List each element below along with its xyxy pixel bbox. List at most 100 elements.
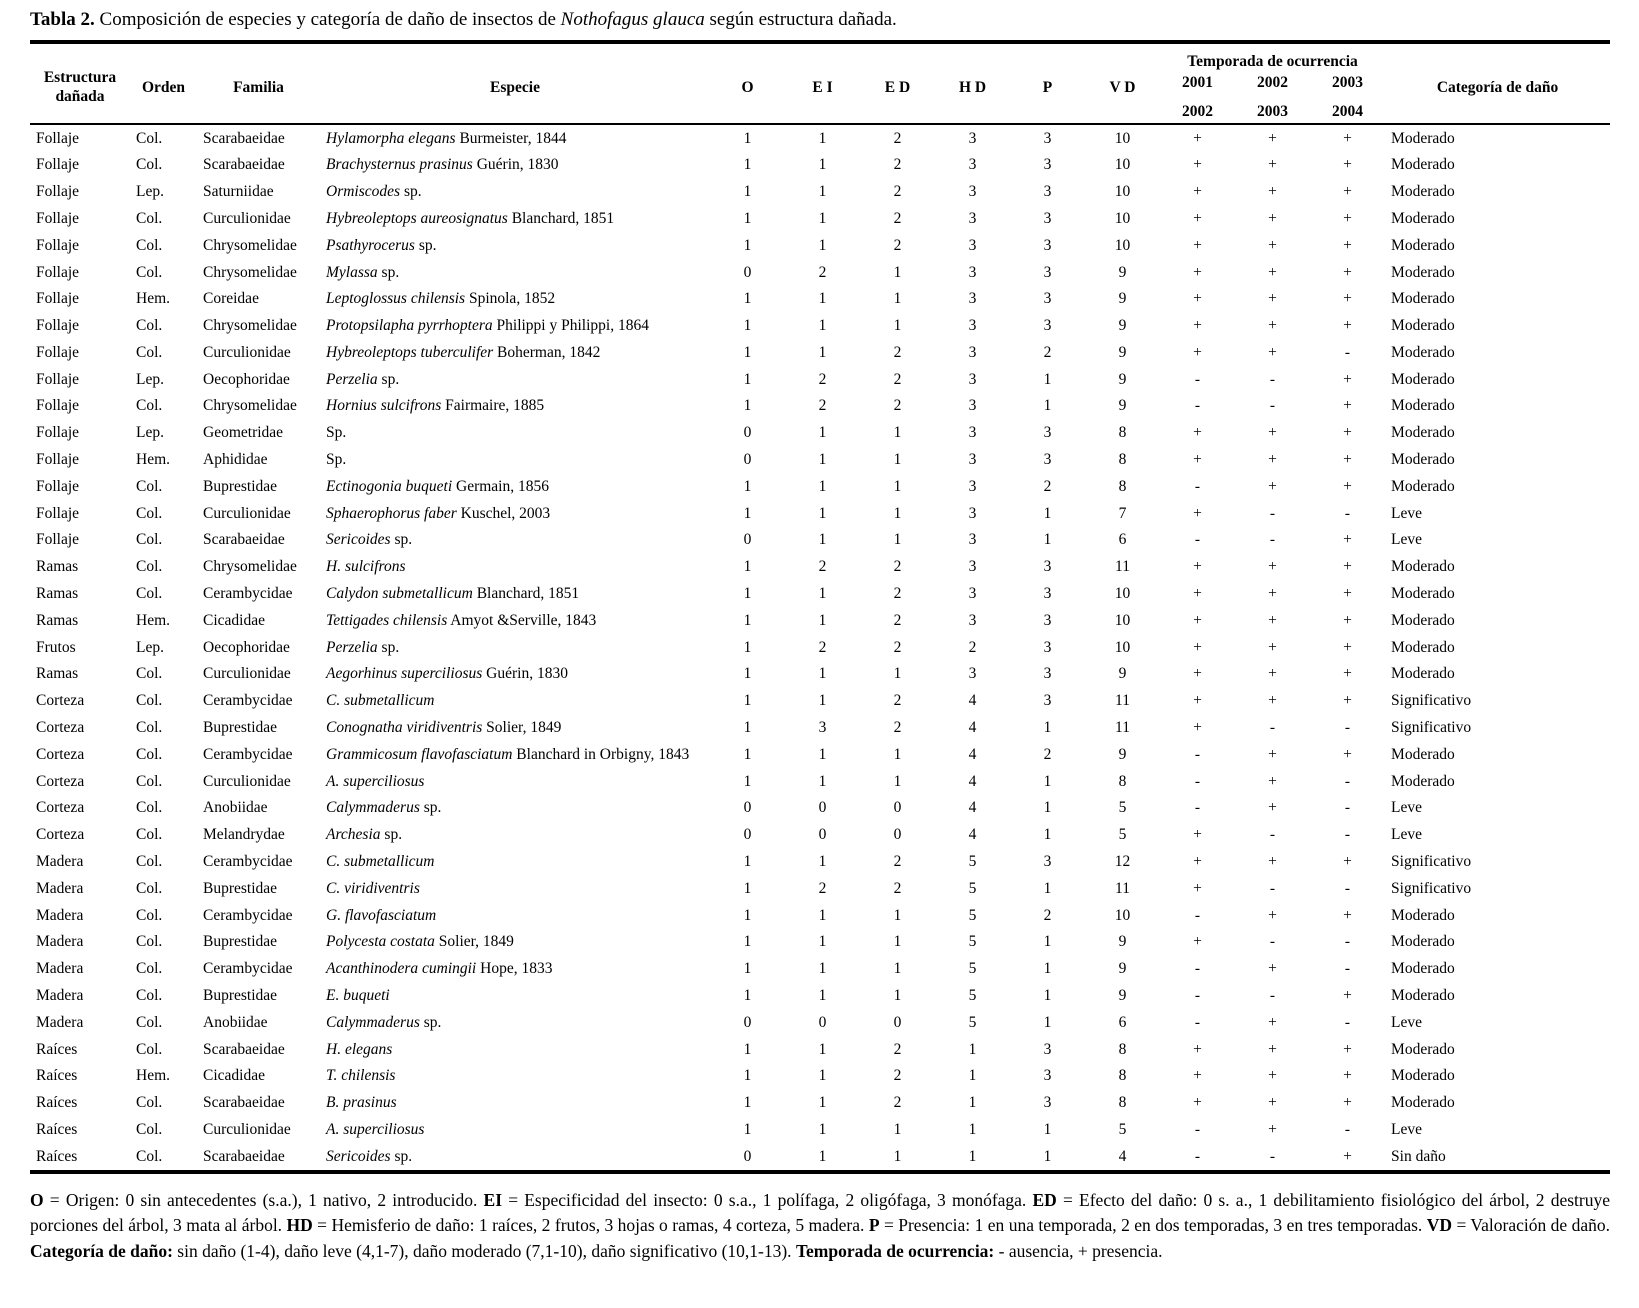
cell-estructura: Follaje bbox=[36, 370, 80, 388]
cell-familia: Cerambycidae bbox=[203, 960, 293, 978]
cell-estructura: Follaje bbox=[36, 290, 80, 308]
cell-familia: Cicadidae bbox=[203, 611, 265, 629]
cell-temporada-2001-2002: + bbox=[1193, 826, 1202, 844]
cell-estructura: Follaje bbox=[36, 397, 80, 415]
season-year-bottom: 2003 bbox=[1257, 102, 1288, 120]
cell-hd: 3 bbox=[968, 183, 977, 201]
cell-familia: Scarabaeidae bbox=[203, 129, 285, 147]
cell-ei: 1 bbox=[818, 960, 827, 978]
cell-familia: Chrysomelidae bbox=[203, 558, 297, 576]
cell-especie: Sp. bbox=[326, 451, 347, 469]
season-year-top: 2003 bbox=[1332, 74, 1364, 92]
cell-hd: 3 bbox=[968, 665, 977, 683]
cell-temporada-2002-2003: + bbox=[1268, 290, 1277, 308]
cell-familia: Aphididae bbox=[203, 451, 268, 469]
species-scientific-name: H. elegans bbox=[326, 1040, 393, 1058]
table-row: Follaje Col. Curculionidae Hybreoleptops tu… bbox=[30, 339, 1610, 366]
cell-o: 1 bbox=[743, 772, 752, 790]
cell-vd: 11 bbox=[1115, 692, 1130, 710]
cell-p: 3 bbox=[1043, 1067, 1052, 1085]
cell-ed: 1 bbox=[893, 1147, 902, 1165]
cell-categoria: Moderado bbox=[1391, 343, 1455, 361]
cell-estructura: Corteza bbox=[36, 719, 85, 737]
cell-hd: 4 bbox=[968, 772, 977, 790]
cell-estructura: Madera bbox=[36, 906, 84, 924]
cell-temporada-2001-2002: + bbox=[1193, 853, 1202, 871]
cell-hd: 5 bbox=[968, 960, 977, 978]
cell-temporada-2003-2004: + bbox=[1343, 370, 1352, 388]
cell-orden: Col. bbox=[136, 799, 163, 817]
cell-p: 3 bbox=[1043, 156, 1052, 174]
cell-familia: Saturniidae bbox=[203, 183, 274, 201]
cell-orden: Col. bbox=[136, 343, 163, 361]
cell-p: 3 bbox=[1043, 692, 1052, 710]
table-row: Raíces Col. Scarabaeidae H. elegans 1 1 2 1 3 8 + +… bbox=[30, 1036, 1610, 1063]
cell-hd: 4 bbox=[968, 692, 977, 710]
cell-especie: Aegorhinus superciliosus Guérin, 1830 bbox=[326, 665, 568, 683]
cell-temporada-2001-2002: - bbox=[1194, 960, 1201, 978]
cell-o: 1 bbox=[743, 397, 752, 415]
cell-o: 1 bbox=[743, 906, 752, 924]
cell-orden: Col. bbox=[136, 531, 163, 549]
cell-temporada-2003-2004: - bbox=[1344, 719, 1351, 737]
species-scientific-name: Mylassa bbox=[326, 263, 378, 281]
species-scientific-name: Grammicosum flavofasciatum bbox=[326, 745, 513, 763]
cell-o: 1 bbox=[743, 1040, 752, 1058]
cell-ed: 1 bbox=[893, 263, 902, 281]
cell-hd: 3 bbox=[968, 585, 977, 603]
table-row: Raíces Hem. Cicadidae T. chilensis 1 1 2 1 3 8 + + +… bbox=[30, 1063, 1610, 1090]
cell-hd: 4 bbox=[968, 745, 977, 763]
cell-temporada-2002-2003: + bbox=[1268, 558, 1277, 576]
cell-o: 1 bbox=[743, 1121, 752, 1138]
cell-ei: 1 bbox=[818, 1094, 827, 1112]
cell-temporada-2001-2002: - bbox=[1194, 906, 1201, 924]
cell-especie: Mylassa sp. bbox=[326, 263, 400, 281]
cell-especie: Grammicosum flavofasciatum Blanchard in … bbox=[326, 745, 690, 763]
cell-orden: Col. bbox=[136, 397, 163, 415]
cell-temporada-2003-2004: + bbox=[1343, 451, 1352, 469]
cell-orden: Col. bbox=[136, 933, 163, 951]
cell-estructura: Follaje bbox=[36, 477, 80, 495]
cell-ed: 2 bbox=[893, 585, 902, 603]
species-scientific-name: Tettigades chilensis bbox=[326, 611, 448, 629]
cell-familia: Cerambycidae bbox=[203, 745, 293, 763]
cell-vd: 9 bbox=[1118, 263, 1127, 281]
cell-temporada-2002-2003: + bbox=[1268, 156, 1277, 174]
cell-hd: 1 bbox=[968, 1067, 977, 1085]
cell-temporada-2002-2003: + bbox=[1268, 183, 1277, 201]
table-row: Madera Col. Anobiidae Calymmaderus sp. 0 0 0 5 1… bbox=[30, 1009, 1610, 1036]
cell-temporada-2003-2004: + bbox=[1343, 317, 1352, 335]
cell-estructura: Corteza bbox=[36, 826, 85, 844]
cell-ed: 1 bbox=[893, 933, 902, 951]
cell-p: 1 bbox=[1043, 370, 1052, 388]
cell-orden: Col. bbox=[136, 156, 163, 174]
cell-o: 1 bbox=[743, 585, 752, 603]
species-scientific-name: Conognatha viridiventris bbox=[326, 719, 483, 737]
cell-temporada-2003-2004: - bbox=[1344, 343, 1351, 361]
cell-familia: Geometridae bbox=[203, 424, 284, 442]
cell-temporada-2003-2004: - bbox=[1344, 504, 1351, 522]
cell-familia: Buprestidae bbox=[203, 477, 278, 495]
table-caption-label: Tabla 2. bbox=[30, 9, 95, 30]
cell-temporada-2003-2004: - bbox=[1344, 879, 1351, 897]
cell-temporada-2001-2002: + bbox=[1193, 156, 1202, 174]
cell-vd: 10 bbox=[1114, 129, 1131, 147]
cell-categoria: Moderado bbox=[1391, 987, 1455, 1005]
cell-vd: 9 bbox=[1118, 343, 1127, 361]
cell-o: 1 bbox=[743, 343, 752, 361]
table-header: Estructura dañada Orden Familia Especie … bbox=[30, 42, 1611, 124]
cell-temporada-2003-2004: - bbox=[1344, 1121, 1351, 1138]
table-row: Ramas Col. Cerambycidae Calydon submetallic… bbox=[30, 580, 1610, 607]
cell-ed: 0 bbox=[893, 826, 902, 844]
cell-o: 1 bbox=[743, 1067, 752, 1085]
table-row: Follaje Col. Chrysomelidae Protopsilapha py… bbox=[30, 312, 1610, 339]
cell-temporada-2002-2003: - bbox=[1269, 397, 1276, 415]
table-row: Raíces Col. Scarabaeidae Sericoides sp. 0 1 1 1… bbox=[30, 1143, 1610, 1172]
cell-especie: Hybreoleptops tuberculifer Boherman, 184… bbox=[326, 343, 601, 361]
cell-o: 1 bbox=[743, 317, 752, 335]
cell-temporada-2002-2003: + bbox=[1268, 1121, 1277, 1138]
cell-o: 1 bbox=[743, 933, 752, 951]
cell-ed: 1 bbox=[893, 451, 902, 469]
cell-ei: 0 bbox=[818, 826, 827, 844]
cell-categoria: Moderado bbox=[1391, 638, 1455, 656]
